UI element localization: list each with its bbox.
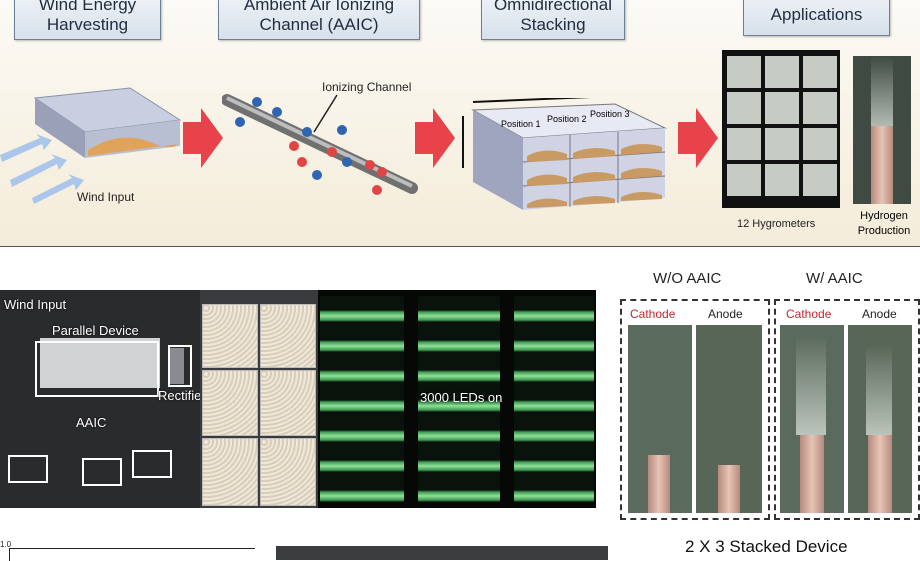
anode-label: Anode [708,307,743,321]
with-aaic-title: W/ AAIC [806,270,863,287]
with-aaic-panel: Cathode Anode [774,299,920,520]
ionizing-channel-caption: Ionizing Channel [322,80,412,94]
cathode-label: Cathode [630,307,676,321]
rectifier-box [168,345,192,387]
stacked-device-illustration [462,98,667,210]
position-2-label: Position 2 [547,114,587,124]
position-3-label: Position 3 [590,109,630,119]
without-aaic-panel: Cathode Anode [620,299,770,520]
cathode-label: Cathode [786,307,832,321]
wind-input-label: Wind Input [4,297,67,312]
leds-label: 3000 LEDs on [420,390,503,405]
anode-label: Anode [862,307,897,321]
chart-frame [9,548,255,561]
hydrogen-caption: Hydrogen Production [857,210,911,237]
tag-applications: Applications [743,0,890,36]
bottom-photo [276,546,608,560]
aaic-box-2 [82,458,122,486]
aaic-label: AAIC [76,415,107,430]
parallel-device-label: Parallel Device [52,323,139,338]
leds-photo [318,290,596,508]
wind-input-caption: Wind Input [77,190,135,204]
aaic-box-3 [132,450,172,478]
wind-device-illustration [0,87,182,204]
tag-wind-energy: Wind Energy Harvesting [14,0,161,40]
arrow-right-icon [183,108,223,168]
stacked-device-title: 2 X 3 Stacked Device [685,537,848,556]
tag-stacking: Omnidirectional Stacking [481,0,625,40]
parallel-device-box [35,341,159,397]
tag-aaic: Ambient Air Ionizing Channel (AAIC) [218,0,420,40]
arrow-right-icon [415,108,455,168]
hygrometers-caption: 12 Hygrometers [737,218,816,230]
hygrometers-photo [722,50,840,208]
hydrogen-production-photo [853,56,911,204]
section-divider [0,246,920,247]
rectifier-label: Rectifier [158,388,206,403]
axis-top-label: 1.0 [0,540,12,549]
aaic-box-1 [8,455,48,483]
ionizing-channel-illustration [222,94,418,195]
without-aaic-title: W/O AAIC [653,270,722,287]
wind-arrows-icon [0,134,84,204]
position-1-label: Position 1 [501,119,541,129]
arrow-right-icon [678,108,718,168]
setup-photo [0,290,200,508]
device-tiles-photo [200,290,318,508]
